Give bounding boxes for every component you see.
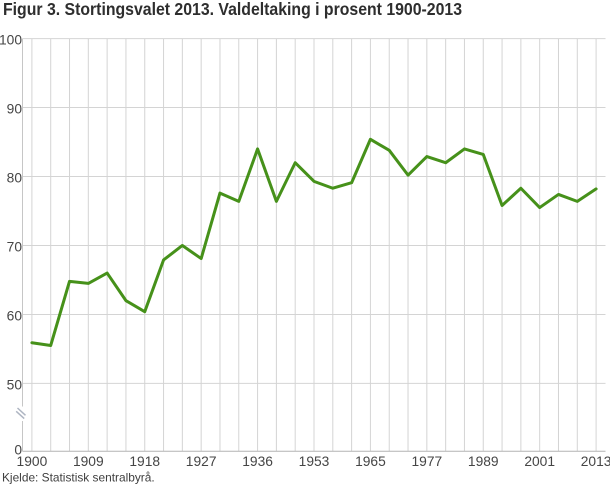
svg-text:1936: 1936 — [242, 454, 273, 469]
svg-text:0: 0 — [14, 442, 22, 457]
svg-text:2001: 2001 — [524, 454, 555, 469]
svg-text:50: 50 — [7, 377, 23, 392]
svg-text:Kjelde: Statistisk sentralbyrå: Kjelde: Statistisk sentralbyrå. — [2, 470, 155, 484]
svg-text:1900: 1900 — [17, 454, 48, 469]
svg-text:90: 90 — [7, 102, 23, 117]
svg-text:1909: 1909 — [73, 454, 104, 469]
svg-text:1989: 1989 — [468, 454, 499, 469]
svg-text:70: 70 — [7, 240, 23, 255]
svg-text:1977: 1977 — [411, 454, 442, 469]
svg-text:80: 80 — [7, 171, 23, 186]
svg-text:100: 100 — [0, 33, 22, 48]
svg-text:2013: 2013 — [581, 454, 610, 469]
svg-text:60: 60 — [7, 308, 23, 323]
svg-text:1927: 1927 — [186, 454, 217, 469]
svg-text:1965: 1965 — [355, 454, 386, 469]
svg-text:1918: 1918 — [129, 454, 160, 469]
svg-text:Figur 3. Stortingsvalet 2013.: Figur 3. Stortingsvalet 2013. Valdeltaki… — [3, 0, 462, 19]
svg-text:1953: 1953 — [299, 454, 330, 469]
